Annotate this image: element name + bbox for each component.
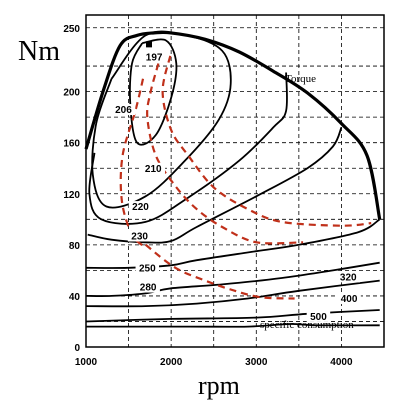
contour-line-220 — [88, 72, 288, 225]
contour-label-bg — [111, 104, 136, 116]
contour-line-320 — [85, 279, 380, 308]
contour-label-197: 197 — [146, 53, 163, 64]
x-tick-label: 1000 — [75, 357, 98, 368]
contour-label-230: 230 — [131, 231, 148, 242]
dashed-line — [161, 55, 372, 227]
contour-label-bg — [128, 201, 153, 213]
contour-label-250: 250 — [139, 263, 156, 274]
contour-label-bg — [127, 230, 152, 242]
y-tick-label: 80 — [69, 241, 81, 252]
contour-label-bg — [142, 51, 166, 63]
y-tick-label: 200 — [63, 88, 80, 99]
torque-curve-group — [84, 30, 382, 220]
contour-label-bg — [336, 271, 360, 283]
torque-annotation: Torque — [285, 73, 316, 85]
contour-label-400: 400 — [341, 294, 358, 305]
contour-label-220: 220 — [132, 202, 149, 213]
x-tick-label: 4000 — [330, 357, 353, 368]
contour-label-bg — [337, 293, 361, 305]
dashed-line — [144, 243, 295, 300]
contour-label-280: 280 — [140, 283, 157, 294]
contour-label-bg — [306, 310, 331, 322]
contour-line-280 — [85, 261, 380, 297]
contour-line-500 — [86, 323, 380, 328]
y-tick-label: 250 — [63, 24, 80, 35]
contour-label-206: 206 — [115, 105, 132, 116]
contour-labels: 197 206 210 220 230 250 280 320 400 500 — [111, 51, 361, 323]
contour-label-bg — [136, 281, 160, 293]
min-point-marker — [146, 41, 153, 48]
y-tick-label: 0 — [74, 343, 80, 354]
y-axis-label: Nm — [18, 36, 60, 67]
dashed-lines — [119, 55, 372, 300]
y-tick-label: 120 — [63, 190, 80, 201]
specific-consumption-annotation: specific consumption — [260, 319, 354, 331]
contour-line-206 — [129, 38, 178, 146]
contour-lines — [85, 30, 381, 328]
x-axis-label: rpm — [198, 371, 240, 400]
contour-label-210: 210 — [145, 164, 162, 175]
x-tick-label: 3000 — [245, 357, 268, 368]
plot-frame — [85, 14, 385, 348]
contour-line-230 — [87, 127, 343, 244]
contour-line-250 — [85, 218, 381, 269]
y-tick-label: 40 — [69, 292, 81, 303]
torque-curve — [84, 30, 382, 220]
y-tick-label: 160 — [63, 139, 80, 150]
x-tick-label: 2000 — [160, 357, 183, 368]
axis-ticks: 0 40 80 120 160 200 250 1000 2000 3000 4000 — [63, 24, 353, 368]
dashed-line — [146, 63, 304, 245]
contour-label-bg — [135, 262, 160, 274]
contour-label-320: 320 — [340, 272, 357, 283]
contour-label-500: 500 — [310, 312, 327, 323]
contour-label-bg — [141, 162, 166, 174]
